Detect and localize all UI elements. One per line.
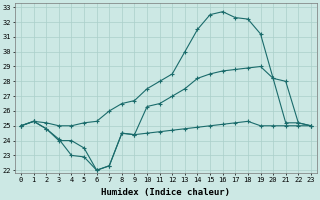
X-axis label: Humidex (Indice chaleur): Humidex (Indice chaleur) <box>101 188 230 197</box>
